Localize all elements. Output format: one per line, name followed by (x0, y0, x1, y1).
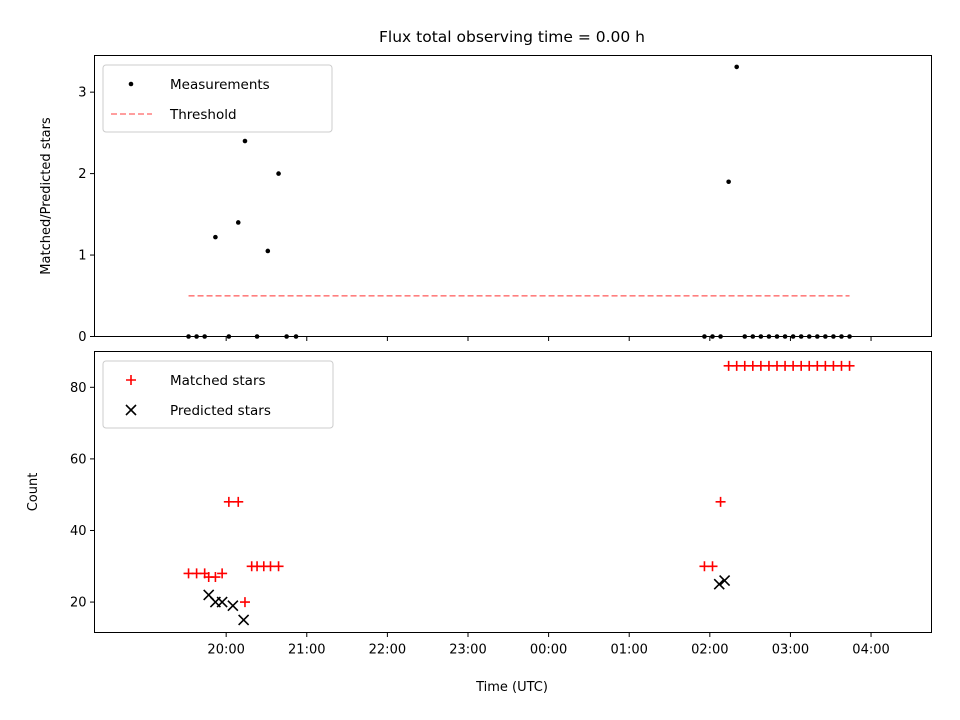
measurement-point (774, 334, 780, 339)
bottom-y-tick-label-3: 80 (70, 381, 87, 396)
bottom-x-ticks: 20:00 21:00 22:00 23:00 00:00 01:00 02:00 03:00… (207, 632, 890, 658)
matched-star-point (715, 496, 726, 507)
measurement-point (235, 220, 241, 225)
legend-measurements-marker (128, 81, 134, 87)
chart-title: Flux total observing time = 0.00 h (379, 28, 645, 46)
legend-predicted-label: Predicted stars (170, 403, 271, 419)
bottom-y-tick-label-1: 40 (70, 524, 87, 539)
legend-measurements-label: Measurements (170, 77, 270, 93)
measurement-point (293, 334, 299, 339)
measurement-point (782, 334, 788, 339)
measurement-point (766, 334, 772, 339)
measurement-point (202, 334, 207, 339)
measurement-point (242, 138, 248, 144)
x-tick-label-5: 01:00 (610, 643, 647, 658)
measurement-point (806, 334, 812, 339)
measurement-point (758, 334, 764, 339)
predicted-star-point (238, 614, 250, 626)
measurement-point (718, 334, 723, 339)
measurement-point (823, 334, 828, 339)
top-y-tick-label-2: 2 (78, 167, 86, 182)
x-axis-label: Time (UTC) (475, 680, 548, 695)
bottom-plot-area (183, 360, 855, 626)
measurement-point (254, 334, 260, 339)
legend-matched-label: Matched stars (170, 373, 266, 389)
top-y-tick-label-0: 0 (78, 330, 86, 345)
bottom-panel: 20:00 21:00 22:00 23:00 00:00 01:00 02:00 03:00… (26, 351, 932, 695)
predicted-star-point (227, 600, 239, 612)
bottom-legend: Matched stars Predicted stars (102, 360, 334, 429)
matched-star-point (210, 572, 221, 583)
x-tick-label-4: 00:00 (530, 643, 567, 658)
legend-predicted-marker (125, 404, 137, 416)
top-y-axis-label: Matched/Predicted stars (39, 117, 54, 275)
measurement-point (726, 179, 731, 185)
top-y-tick-label-3: 3 (78, 86, 86, 101)
measurement-point (798, 334, 804, 339)
measurement-point (734, 64, 739, 70)
x-tick-label-0: 20:00 (207, 643, 244, 658)
measurement-point (226, 334, 232, 339)
x-tick-label-7: 03:00 (772, 643, 809, 658)
measurement-point (213, 234, 218, 240)
measurement-point (702, 334, 707, 339)
matched-star-point (239, 597, 250, 608)
top-x-ticks (225, 336, 872, 341)
measurement-point (284, 334, 289, 339)
bottom-y-tick-label-0: 20 (70, 596, 87, 611)
legend-matched-marker (126, 375, 136, 385)
legend-threshold-label: Threshold (169, 107, 237, 123)
matched-star-point (233, 496, 244, 507)
predicted-star-point (216, 596, 228, 608)
measurement-point (831, 334, 836, 339)
top-plot-area (186, 64, 852, 339)
measurement-point (790, 334, 796, 339)
measurement-point (710, 334, 715, 339)
x-tick-label-8: 04:00 (852, 643, 889, 658)
predicted-star-point (713, 578, 725, 590)
bottom-y-axis-label: Count (26, 473, 41, 512)
measurement-point (265, 248, 271, 254)
measurement-point (742, 334, 748, 339)
matched-star-point (273, 561, 284, 572)
top-y-tick-label-1: 1 (78, 249, 86, 264)
top-panel: 0 1 2 3 Matched/Predicted stars Measurement… (39, 55, 932, 345)
x-tick-label-6: 02:00 (691, 643, 728, 658)
measurement-point (750, 334, 756, 339)
bottom-y-tick-label-2: 60 (70, 452, 87, 467)
top-y-ticks: 0 1 2 3 (78, 86, 95, 345)
x-tick-label-2: 22:00 (369, 643, 406, 658)
x-tick-label-3: 23:00 (449, 643, 486, 658)
matched-star-point (844, 360, 855, 371)
top-legend-box (102, 64, 333, 133)
measurement-point (276, 171, 281, 176)
predicted-star-point (719, 575, 731, 587)
matched-star-point (217, 568, 228, 579)
measurement-point (186, 334, 191, 339)
matched-star-point (707, 561, 718, 572)
measurement-point (194, 334, 199, 339)
bottom-legend-box (102, 360, 334, 429)
measurement-point (815, 334, 820, 339)
bottom-y-ticks: 20 40 60 80 (70, 381, 95, 611)
top-legend: Measurements Threshold (102, 64, 333, 133)
measurement-point (847, 334, 852, 339)
matched-star-point (223, 496, 234, 507)
x-tick-label-1: 21:00 (288, 643, 325, 658)
measurement-point (839, 334, 844, 339)
